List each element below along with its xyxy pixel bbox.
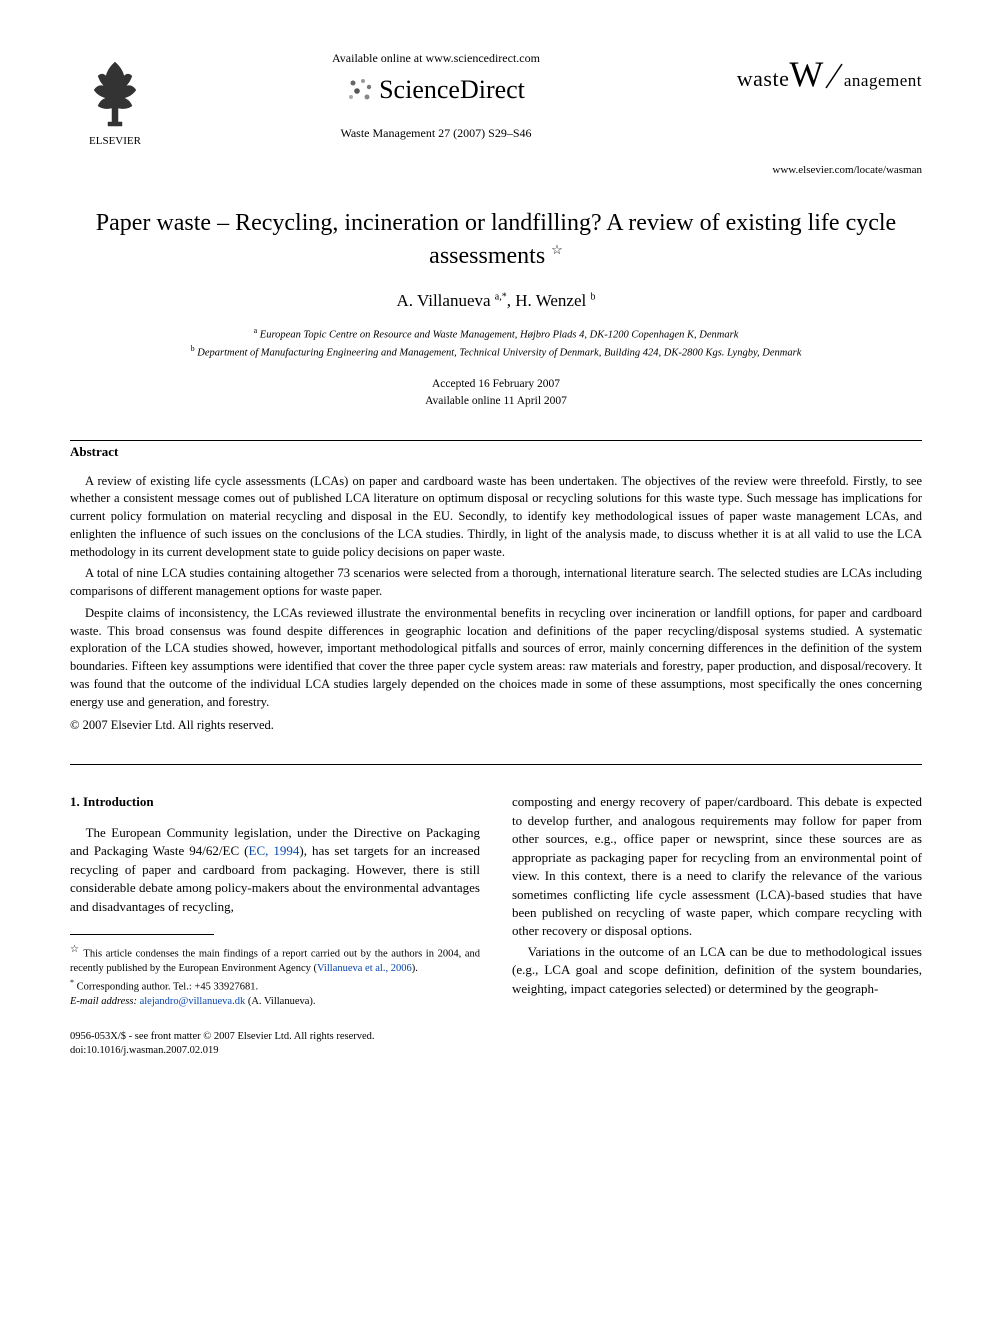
- author-2: H. Wenzel b: [515, 291, 595, 310]
- section-1-heading: 1. Introduction: [70, 793, 480, 811]
- doi-line: doi:10.1016/j.wasman.2007.02.019: [70, 1044, 375, 1058]
- abstract-body: A review of existing life cycle assessme…: [70, 473, 922, 712]
- header-center: Available online at www.sciencedirect.co…: [180, 50, 692, 141]
- page-footer: 0956-053X/$ - see front matter © 2007 El…: [70, 1030, 922, 1058]
- affiliations: a European Topic Centre on Resource and …: [70, 325, 922, 362]
- abstract-p2: A total of nine LCA studies containing a…: [70, 565, 922, 601]
- journal-citation: Waste Management 27 (2007) S29–S46: [180, 125, 692, 141]
- footer-left: 0956-053X/$ - see front matter © 2007 El…: [70, 1030, 375, 1058]
- footnote-corresponding: * Corresponding author. Tel.: +45 339276…: [70, 977, 480, 995]
- abstract-p3: Despite claims of inconsistency, the LCA…: [70, 605, 922, 712]
- sciencedirect-text: ScienceDirect: [379, 72, 525, 107]
- citation-ec-1994[interactable]: EC, 1994: [249, 843, 300, 858]
- abstract-p1: A review of existing life cycle assessme…: [70, 473, 922, 562]
- authors-line: A. Villanueva a,*, H. Wenzel b: [70, 290, 922, 313]
- waste-management-logo: wasteWanagement: [692, 50, 922, 99]
- intro-p1-continued: composting and energy recovery of paper/…: [512, 793, 922, 941]
- citation-villanueva-2006[interactable]: Villanueva et al., 2006: [317, 963, 412, 974]
- footnote-email: E-mail address: alejandro@villanueva.dk …: [70, 995, 480, 1010]
- online-date: Available online 11 April 2007: [70, 393, 922, 410]
- abstract-heading: Abstract: [70, 443, 922, 461]
- right-column: composting and energy recovery of paper/…: [512, 793, 922, 1009]
- sciencedirect-icon: [347, 77, 373, 103]
- journal-url: www.elsevier.com/locate/wasman: [70, 163, 922, 178]
- intro-p2: Variations in the outcome of an LCA can …: [512, 943, 922, 998]
- body-columns: 1. Introduction The European Community l…: [70, 793, 922, 1009]
- footnotes-block: ☆ This article condenses the main findin…: [70, 943, 480, 1010]
- accepted-date: Accepted 16 February 2007: [70, 376, 922, 393]
- author-1: A. Villanueva a,*: [397, 291, 507, 310]
- divider-bottom: [70, 764, 922, 765]
- title-footnote-marker: ☆: [551, 242, 563, 257]
- email-link[interactable]: alejandro@villanueva.dk: [140, 996, 246, 1007]
- footnote-article-note: ☆ This article condenses the main findin…: [70, 943, 480, 977]
- elsevier-label: ELSEVIER: [89, 135, 142, 147]
- wm-slash-icon: [824, 62, 844, 90]
- left-column: 1. Introduction The European Community l…: [70, 793, 480, 1009]
- affiliation-a: a European Topic Centre on Resource and …: [70, 325, 922, 343]
- elsevier-tree-logo: ELSEVIER: [70, 50, 160, 150]
- intro-p1: The European Community legislation, unde…: [70, 824, 480, 916]
- publisher-logo-block: ELSEVIER: [70, 50, 180, 155]
- page-header: ELSEVIER Available online at www.science…: [70, 50, 922, 155]
- article-title: Paper waste – Recycling, incineration or…: [70, 207, 922, 272]
- article-dates: Accepted 16 February 2007 Available onli…: [70, 376, 922, 411]
- footnote-separator: [70, 934, 214, 935]
- issn-line: 0956-053X/$ - see front matter © 2007 El…: [70, 1030, 375, 1044]
- divider-top: [70, 440, 922, 441]
- copyright-line: © 2007 Elsevier Ltd. All rights reserved…: [70, 717, 922, 734]
- journal-logo-block: wasteWanagement: [692, 50, 922, 99]
- available-online-text: Available online at www.sciencedirect.co…: [180, 50, 692, 66]
- sciencedirect-logo: ScienceDirect: [180, 72, 692, 107]
- affiliation-b: b Department of Manufacturing Engineerin…: [70, 343, 922, 361]
